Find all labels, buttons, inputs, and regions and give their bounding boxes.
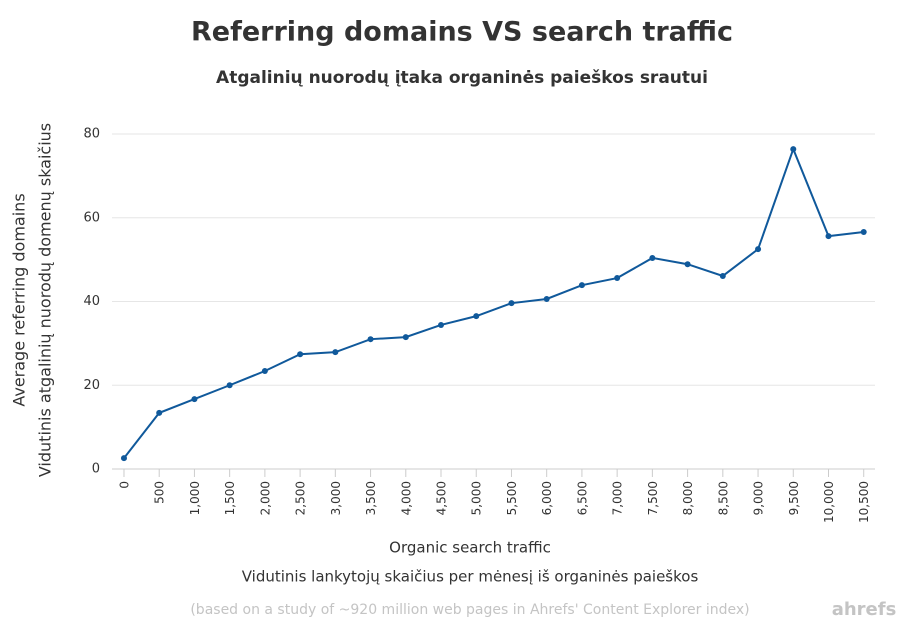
y-tick-label: 60: [83, 210, 100, 225]
chart-subtitle: Atgalinių nuorodų įtaka organinės paiešk…: [216, 68, 708, 88]
data-point: [508, 300, 515, 307]
x-tick-label: 6,000: [540, 481, 554, 515]
data-point: [367, 336, 374, 343]
data-point: [191, 396, 198, 403]
data-point: [719, 272, 726, 279]
data-point: [261, 368, 268, 375]
x-axis-label: Vidutinis lankytojų skaičius per mėnesį …: [242, 568, 699, 586]
y-axis-label: Vidutinis atgalinių nuorodų domenų skaič…: [36, 123, 55, 477]
x-tick-label: 3,500: [364, 481, 378, 515]
x-tick-label: 9,500: [787, 481, 801, 515]
data-point: [860, 228, 867, 235]
y-tick-label: 40: [83, 294, 100, 309]
y-tick-label: 0: [92, 462, 100, 477]
chart-title: Referring domains VS search traffic: [191, 17, 733, 48]
data-point: [755, 246, 762, 253]
y-tick-label: 20: [83, 378, 100, 393]
line-series: [123, 146, 864, 459]
data-point: [825, 233, 832, 240]
x-tick-label: 2,500: [294, 481, 308, 515]
x-tick-label: 10,000: [822, 481, 836, 523]
x-axis-label: Organic search traffic: [389, 539, 551, 557]
data-point: [438, 321, 445, 328]
x-tick-label: 4,000: [399, 481, 413, 515]
data-point: [473, 313, 480, 320]
x-tick-label: 0: [117, 481, 131, 489]
data-point: [297, 351, 304, 358]
y-axis-label: Average referring domains: [10, 193, 29, 406]
x-tick-label: 1,000: [188, 481, 202, 515]
x-tick-label: 10,500: [857, 481, 871, 523]
data-point: [684, 261, 691, 268]
x-tick-label: 4,500: [435, 481, 449, 515]
x-tick-label: 5,000: [470, 481, 484, 515]
x-tick-label: 7,500: [646, 481, 660, 515]
brand-logo: ahrefs: [832, 599, 897, 620]
data-point: [649, 254, 656, 261]
x-tick-label: 8,500: [716, 481, 730, 515]
x-tick-label: 2,000: [258, 481, 272, 515]
source-note: (based on a study of ~920 million web pa…: [190, 602, 749, 618]
x-tick-label: 5,500: [505, 481, 519, 515]
x-tick-label: 1,500: [223, 481, 237, 515]
x-tick-label: 9,000: [752, 481, 766, 515]
x-tick-label: 3,000: [329, 481, 343, 515]
data-point: [790, 146, 797, 153]
data-point: [120, 455, 127, 462]
data-point: [332, 349, 339, 356]
data-point: [156, 409, 163, 416]
data-point: [578, 282, 585, 289]
x-tick-label: 8,000: [681, 481, 695, 515]
x-tick-label: 500: [153, 481, 167, 504]
x-tick-label: 6,500: [575, 481, 589, 515]
data-point: [402, 334, 409, 341]
y-tick-label: 80: [83, 127, 100, 142]
x-tick-label: 7,000: [611, 481, 625, 515]
data-point: [614, 275, 621, 282]
data-point: [543, 295, 550, 302]
data-point: [226, 382, 233, 389]
